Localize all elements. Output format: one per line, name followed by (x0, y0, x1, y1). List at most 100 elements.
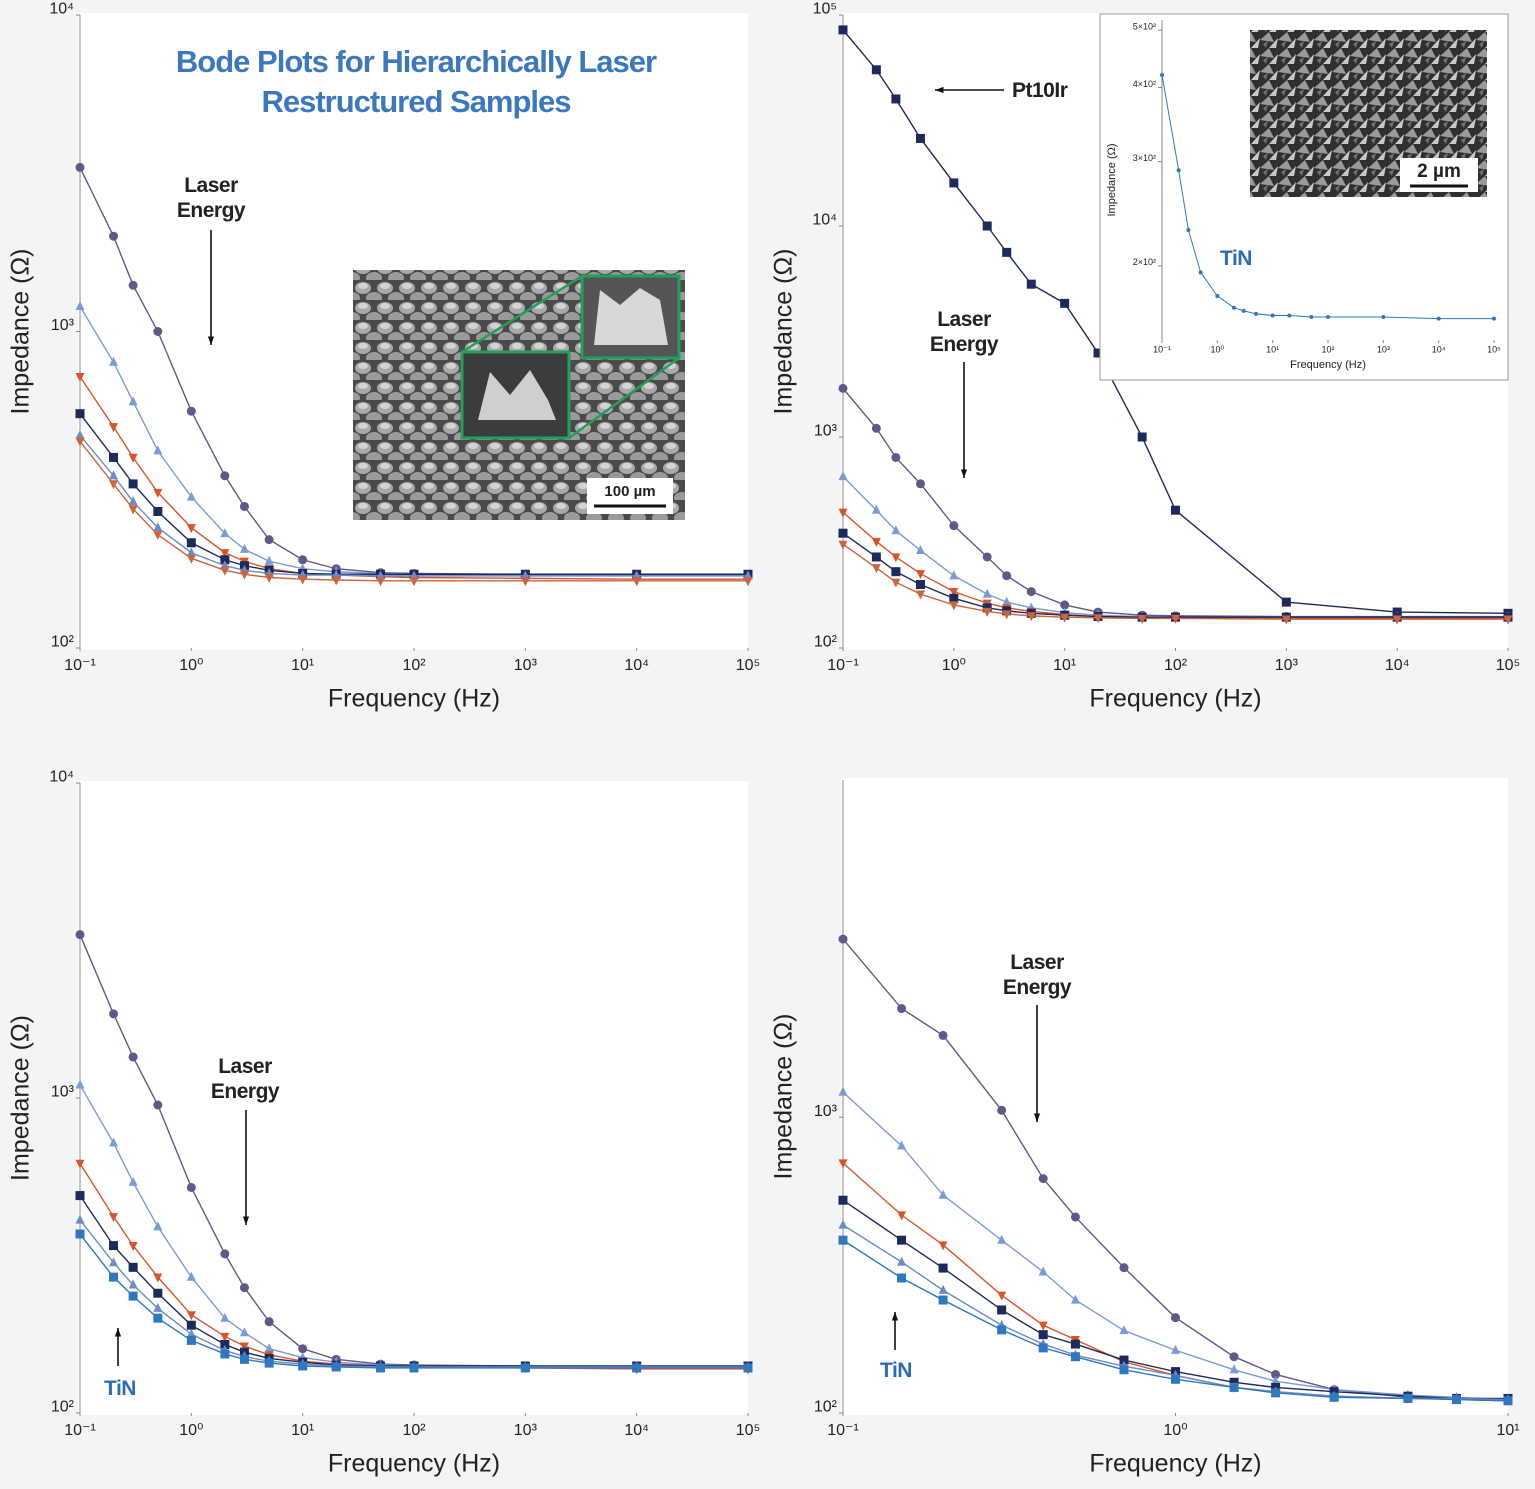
zoom-detail (594, 288, 668, 345)
y-axis-title: Impedance (Ω) (1106, 143, 1118, 216)
marker (891, 452, 901, 462)
x-tick-label: 10² (1321, 344, 1334, 354)
plot-area (78, 781, 748, 1415)
marker (153, 1288, 163, 1298)
x-tick-label: 10² (1164, 657, 1188, 674)
marker (298, 555, 308, 565)
x-tick-label: 10⁻¹ (64, 657, 96, 674)
x-axis-title: Frequency (Hz) (328, 685, 500, 713)
marker (897, 1273, 907, 1283)
x-tick-label: 10³ (1275, 657, 1299, 674)
marker (520, 570, 530, 580)
plot-area (841, 778, 1508, 1415)
marker (239, 1342, 249, 1352)
x-tick-label: 10⁻¹ (827, 657, 859, 674)
marker (1119, 1325, 1129, 1335)
marker (153, 522, 163, 532)
marker (949, 521, 959, 531)
x-tick-label: 10⁴ (624, 1422, 649, 1439)
marker (220, 549, 230, 559)
marker (1392, 615, 1402, 625)
marker (520, 1363, 530, 1373)
marker (220, 1249, 230, 1259)
marker (871, 65, 881, 75)
marker (128, 453, 138, 463)
y-tick-label: 10² (814, 634, 838, 651)
marker (220, 1349, 230, 1359)
marker (153, 1100, 163, 1110)
x-axis-title: Frequency (Hz) (1089, 1450, 1261, 1478)
marker (1171, 1374, 1180, 1384)
x-tick-label: 10⁵ (736, 657, 760, 674)
marker (1070, 1352, 1080, 1362)
x-tick-label: 10³ (1377, 344, 1390, 354)
marker (186, 1182, 196, 1192)
marker (949, 601, 959, 611)
marker (153, 445, 163, 455)
marker (186, 538, 196, 548)
marker (1176, 168, 1181, 173)
marker (938, 1263, 948, 1273)
marker (997, 1105, 1007, 1115)
marker (75, 301, 85, 311)
marker (632, 1363, 642, 1373)
marker (1287, 313, 1292, 318)
marker (838, 1195, 848, 1205)
x-tick-label: 10² (402, 1422, 426, 1439)
annotation-arrowhead (891, 1312, 899, 1321)
inset-chart: 2×10² 3×10² 4×10² 5×10² 10⁻¹ 10⁰ 10¹ 10² 10³ 10⁴ 1… (1106, 20, 1501, 371)
charts: 10² 10³ 10⁴ 10⁻¹ 10⁰ 10¹ 10² 10³ 10⁴ 10⁵ Frequency… (7, 1, 1521, 1478)
marker (220, 1312, 230, 1322)
marker (838, 1219, 848, 1229)
y-tick-label: 4×10² (1133, 79, 1156, 89)
annotation: Laser Energy (210, 1055, 280, 1103)
marker (838, 528, 848, 538)
annotation-arrowhead (207, 336, 215, 345)
marker (871, 564, 881, 574)
marker (838, 540, 848, 550)
marker (153, 1313, 163, 1323)
marker (75, 429, 85, 439)
marker (109, 470, 119, 480)
marker (1093, 348, 1103, 358)
marker (838, 471, 848, 481)
series-line (842, 1091, 1509, 1401)
marker (1002, 596, 1012, 606)
marker (75, 162, 85, 172)
x-tick-label: 10¹ (291, 1422, 314, 1439)
y-tick-label: 5×10² (1133, 21, 1156, 31)
scale-label: 2 µm (1417, 161, 1461, 182)
marker (743, 570, 753, 580)
marker (1171, 614, 1180, 624)
marker (153, 1221, 163, 1231)
marker (109, 1241, 119, 1251)
marker (186, 1335, 196, 1345)
marker (949, 570, 959, 580)
marker (75, 930, 85, 940)
marker (220, 1339, 230, 1349)
marker (128, 1176, 138, 1186)
marker (75, 1229, 85, 1239)
marker (128, 1262, 138, 1272)
marker (1038, 1266, 1048, 1276)
marker (409, 577, 419, 587)
marker (1171, 505, 1180, 515)
marker (153, 506, 163, 516)
marker (186, 554, 196, 564)
marker (186, 524, 196, 534)
y-tick-label: 10³ (51, 1084, 75, 1101)
marker (1271, 1369, 1281, 1379)
zoom-connector (568, 356, 680, 440)
y-tick-label: 10³ (51, 317, 75, 334)
marker (186, 1311, 196, 1321)
marker (997, 1305, 1007, 1315)
marker (375, 577, 385, 587)
marker (1002, 571, 1012, 581)
series-line (842, 1239, 1509, 1402)
marker (264, 1317, 274, 1327)
marker (897, 1235, 907, 1245)
marker (153, 327, 163, 336)
marker (128, 396, 138, 406)
marker (1093, 614, 1103, 624)
x-tick-label: 10⁵ (1496, 657, 1520, 674)
